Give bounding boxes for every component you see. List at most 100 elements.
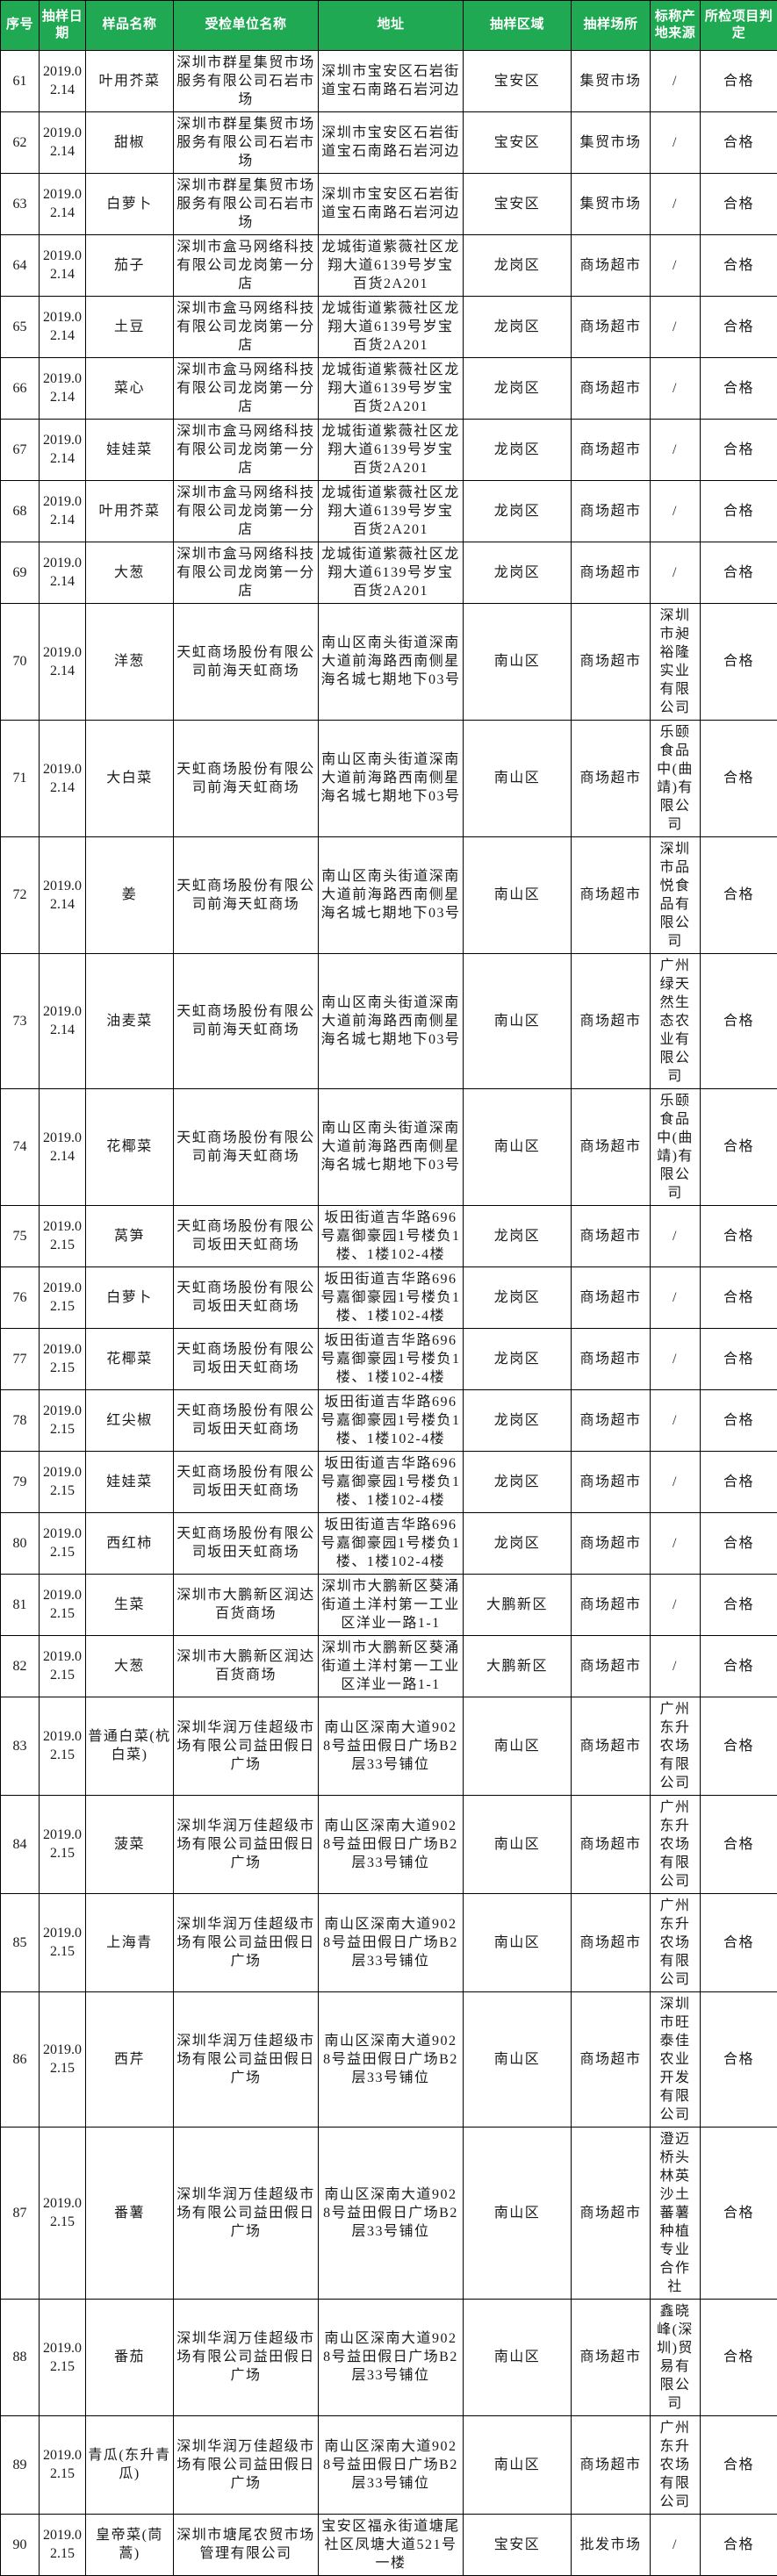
cell-address: 南山区南头街道深南大道前海路西南侧星海名城七期地下03号: [319, 1088, 464, 1205]
cell-result: 合格: [701, 1991, 777, 2127]
cell-no: 82: [1, 1635, 40, 1697]
cell-no: 80: [1, 1512, 40, 1574]
cell-result: 合格: [701, 357, 777, 419]
cell-region: 大鹏新区: [464, 1635, 572, 1697]
cell-no: 69: [1, 542, 40, 603]
cell-origin: 广州绿天然生态农业有限公司: [651, 953, 701, 1088]
cell-no: 68: [1, 480, 40, 542]
cell-address: 深圳市大鹏新区葵涌街道土洋村第一工业区洋业一路1-1: [319, 1635, 464, 1697]
cell-date: 2019.02.15: [40, 2415, 86, 2514]
cell-sample: 皇帝菜(茼蒿): [86, 2514, 174, 2575]
cell-result: 合格: [701, 603, 777, 720]
cell-region: 龙岗区: [464, 1328, 572, 1389]
cell-region: 龙岗区: [464, 480, 572, 542]
cell-place: 商场超市: [572, 603, 651, 720]
cell-region: 南山区: [464, 953, 572, 1088]
cell-address: 南山区深南大道9028号益田假日广场B2层33号铺位: [319, 1991, 464, 2127]
cell-address: 坂田街道吉华路696号嘉御豪园1号楼负1楼、1楼102-4楼: [319, 1451, 464, 1512]
column-header-date: 抽样日期: [40, 1, 86, 51]
cell-place: 商场超市: [572, 2127, 651, 2299]
cell-place: 集贸市场: [572, 111, 651, 173]
cell-result: 合格: [701, 1574, 777, 1635]
cell-date: 2019.02.15: [40, 2514, 86, 2575]
cell-date: 2019.02.15: [40, 2127, 86, 2299]
cell-origin: 澄迈桥头林英沙土蕃薯种植专业合作社: [651, 2127, 701, 2299]
cell-result: 合格: [701, 1512, 777, 1574]
cell-address: 深圳市大鹏新区葵涌街道土洋村第一工业区洋业一路1-1: [319, 1574, 464, 1635]
cell-region: 南山区: [464, 1697, 572, 1795]
cell-result: 合格: [701, 1697, 777, 1795]
cell-address: 深圳市宝安区石岩街道宝石南路石岩河边: [319, 50, 464, 111]
cell-region: 大鹏新区: [464, 1574, 572, 1635]
cell-place: 商场超市: [572, 1328, 651, 1389]
cell-place: 商场超市: [572, 1266, 651, 1328]
cell-no: 90: [1, 2514, 40, 2575]
cell-region: 南山区: [464, 2127, 572, 2299]
column-header-sample: 样品名称: [86, 1, 174, 51]
cell-date: 2019.02.15: [40, 1205, 86, 1266]
cell-date: 2019.02.14: [40, 480, 86, 542]
cell-address: 南山区南头街道深南大道前海路西南侧星海名城七期地下03号: [319, 836, 464, 953]
cell-result: 合格: [701, 173, 777, 234]
cell-unit: 深圳市大鹏新区润达百货商场: [174, 1635, 319, 1697]
cell-date: 2019.02.14: [40, 836, 86, 953]
cell-place: 商场超市: [572, 1697, 651, 1795]
cell-sample: 大葱: [86, 542, 174, 603]
cell-sample: 甜椒: [86, 111, 174, 173]
cell-unit: 深圳市盒马网络科技有限公司龙岗第一分店: [174, 357, 319, 419]
cell-address: 龙城街道紫薇社区龙翔大道6139号岁宝百货2A201: [319, 419, 464, 480]
cell-sample: 大葱: [86, 1635, 174, 1697]
cell-place: 商场超市: [572, 1893, 651, 1991]
cell-address: 南山区深南大道9028号益田假日广场B2层33号铺位: [319, 1795, 464, 1893]
cell-date: 2019.02.15: [40, 1266, 86, 1328]
cell-origin: 广州东升农场有限公司: [651, 1697, 701, 1795]
cell-sample: 生菜: [86, 1574, 174, 1635]
cell-result: 合格: [701, 1451, 777, 1512]
cell-date: 2019.02.14: [40, 720, 86, 836]
cell-result: 合格: [701, 1893, 777, 1991]
cell-place: 商场超市: [572, 1635, 651, 1697]
cell-origin: 乐颐食品中(曲靖)有限公司: [651, 720, 701, 836]
cell-origin: /: [651, 480, 701, 542]
cell-result: 合格: [701, 1635, 777, 1697]
cell-address: 南山区南头街道深南大道前海路西南侧星海名城七期地下03号: [319, 603, 464, 720]
cell-date: 2019.02.14: [40, 419, 86, 480]
cell-no: 88: [1, 2299, 40, 2415]
cell-origin: /: [651, 1574, 701, 1635]
cell-address: 南山区南头街道深南大道前海路西南侧星海名城七期地下03号: [319, 953, 464, 1088]
cell-sample: 茄子: [86, 234, 174, 296]
cell-place: 商场超市: [572, 2299, 651, 2415]
cell-sample: 油麦菜: [86, 953, 174, 1088]
cell-unit: 深圳华润万佳超级市场有限公司益田假日广场: [174, 2299, 319, 2415]
cell-result: 合格: [701, 50, 777, 111]
cell-address: 深圳市宝安区石岩街道宝石南路石岩河边: [319, 173, 464, 234]
cell-origin: 乐颐食品中(曲靖)有限公司: [651, 1088, 701, 1205]
cell-address: 坂田街道吉华路696号嘉御豪园1号楼负1楼、1楼102-4楼: [319, 1512, 464, 1574]
cell-sample: 西芹: [86, 1991, 174, 2127]
cell-region: 宝安区: [464, 50, 572, 111]
cell-no: 86: [1, 1991, 40, 2127]
cell-no: 73: [1, 953, 40, 1088]
cell-unit: 天虹商场股份有限公司前海天虹商场: [174, 720, 319, 836]
cell-sample: 娃娃菜: [86, 419, 174, 480]
cell-origin: /: [651, 357, 701, 419]
cell-result: 合格: [701, 296, 777, 357]
cell-no: 77: [1, 1328, 40, 1389]
cell-region: 南山区: [464, 720, 572, 836]
cell-no: 70: [1, 603, 40, 720]
cell-unit: 深圳华润万佳超级市场有限公司益田假日广场: [174, 1893, 319, 1991]
cell-date: 2019.02.14: [40, 953, 86, 1088]
cell-date: 2019.02.15: [40, 1512, 86, 1574]
cell-result: 合格: [701, 419, 777, 480]
cell-unit: 深圳市盒马网络科技有限公司龙岗第一分店: [174, 542, 319, 603]
column-header-place: 抽样场所: [572, 1, 651, 51]
cell-region: 龙岗区: [464, 296, 572, 357]
